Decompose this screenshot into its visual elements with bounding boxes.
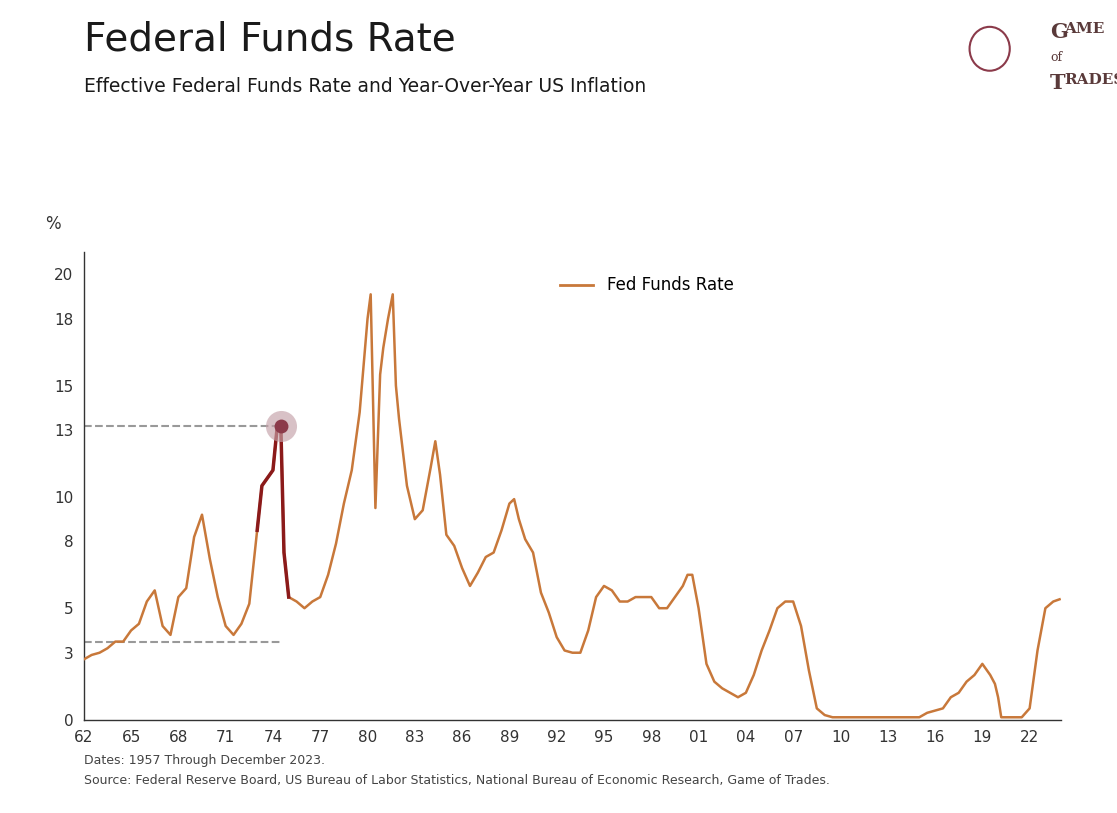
Legend: Fed Funds Rate: Fed Funds Rate (553, 270, 741, 301)
Text: %: % (45, 215, 60, 233)
Text: G: G (1050, 22, 1068, 42)
Text: T: T (1050, 73, 1066, 93)
Text: Source: Federal Reserve Board, US Bureau of Labor Statistics, National Bureau of: Source: Federal Reserve Board, US Bureau… (84, 774, 830, 787)
Text: of: of (1050, 51, 1062, 64)
Text: RADES: RADES (1065, 73, 1117, 87)
Text: Effective Federal Funds Rate and Year-Over-Year US Inflation: Effective Federal Funds Rate and Year-Ov… (84, 77, 646, 96)
Text: Dates: 1957 Through December 2023.: Dates: 1957 Through December 2023. (84, 754, 325, 767)
Text: Federal Funds Rate: Federal Funds Rate (84, 20, 456, 59)
Point (271, 420, 289, 433)
Point (271, 420, 289, 433)
Text: AME: AME (1065, 22, 1105, 36)
